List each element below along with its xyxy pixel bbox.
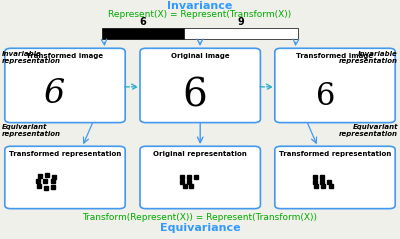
Bar (102, 28, 184, 39)
Text: Transformed representation: Transformed representation (9, 151, 121, 157)
Text: Transformed image: Transformed image (296, 53, 374, 59)
FancyBboxPatch shape (5, 48, 125, 123)
Text: Equivariant
representation: Equivariant representation (2, 124, 61, 137)
FancyBboxPatch shape (5, 146, 125, 209)
Bar (184, 28, 298, 39)
Text: 9: 9 (238, 17, 244, 27)
FancyBboxPatch shape (275, 48, 395, 123)
Text: Equivariant
representation: Equivariant representation (339, 124, 398, 137)
Text: Invariable
representation: Invariable representation (2, 51, 61, 64)
Text: Original representation: Original representation (153, 151, 247, 157)
Text: 6: 6 (43, 78, 64, 110)
Text: Invariance: Invariance (167, 1, 233, 11)
Text: Invariable
representation: Invariable representation (339, 51, 398, 64)
Text: Represent(X) = Represent(Transform(X)): Represent(X) = Represent(Transform(X)) (108, 10, 292, 19)
Text: Equivariance: Equivariance (160, 223, 240, 233)
Text: Transformed representation: Transformed representation (279, 151, 391, 157)
Text: 6: 6 (316, 81, 336, 112)
FancyBboxPatch shape (275, 146, 395, 209)
Text: 6: 6 (182, 77, 207, 114)
Text: 6: 6 (140, 17, 146, 27)
FancyBboxPatch shape (140, 146, 260, 209)
FancyBboxPatch shape (140, 48, 260, 123)
Text: Transformed image: Transformed image (26, 53, 104, 59)
Text: Original image: Original image (171, 53, 230, 59)
Text: Transform(Represent(X)) = Represent(Transform(X)): Transform(Represent(X)) = Represent(Tran… (82, 213, 318, 222)
